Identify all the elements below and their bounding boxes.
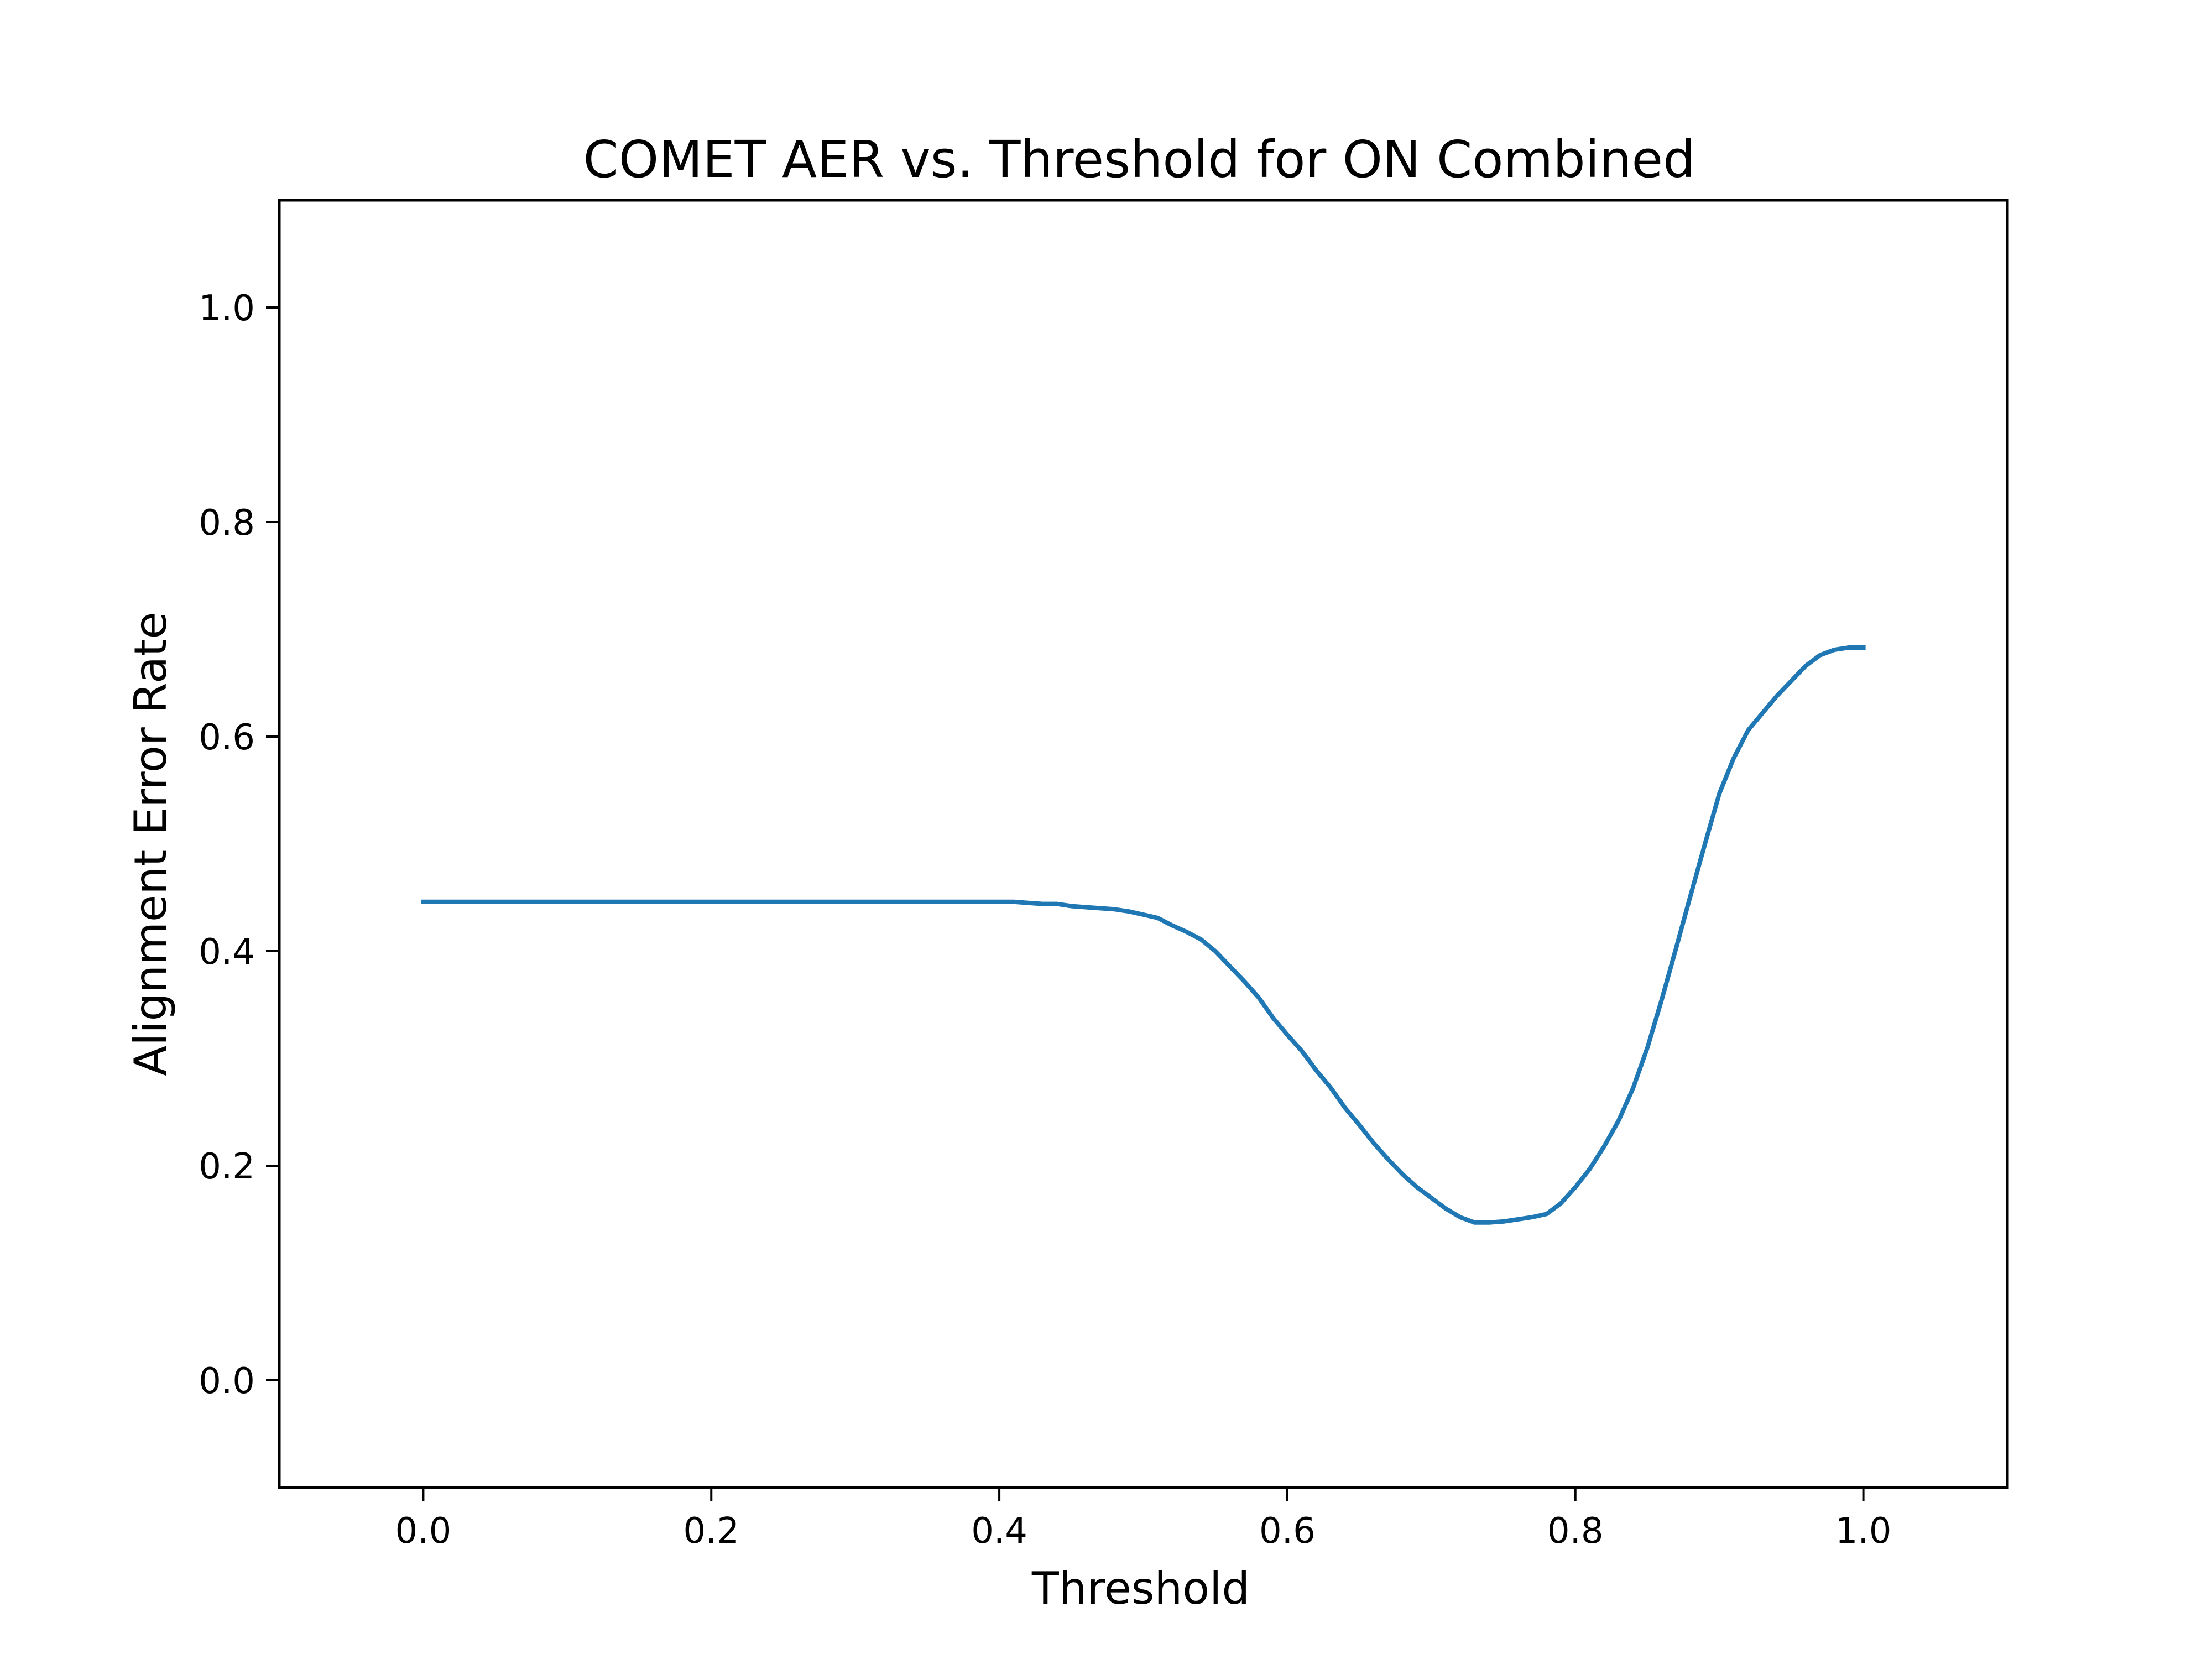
chart-title: COMET AER vs. Threshold for ON Combined bbox=[583, 130, 1695, 189]
y-tick-label: 0.2 bbox=[199, 1146, 255, 1187]
x-tick-label: 0.8 bbox=[1547, 1511, 1604, 1552]
aer-series-line bbox=[421, 645, 1866, 1225]
y-tick-label: 0.8 bbox=[199, 503, 255, 544]
x-axis-label: Threshold bbox=[1031, 1563, 1250, 1614]
axes-frame bbox=[278, 199, 2009, 1489]
y-tick-label: 0.4 bbox=[199, 932, 255, 973]
y-tick-label: 0.6 bbox=[199, 717, 255, 758]
y-tick-label: 1.0 bbox=[199, 288, 255, 329]
x-tick-label: 0.6 bbox=[1259, 1511, 1316, 1552]
y-tick-label: 0.0 bbox=[199, 1361, 255, 1402]
x-tick-label: 0.0 bbox=[395, 1511, 452, 1552]
y-axis-label: Alignment Error Rate bbox=[125, 612, 176, 1076]
plot-area bbox=[421, 645, 1866, 1225]
x-tick-label: 1.0 bbox=[1835, 1511, 1892, 1552]
x-tick-label: 0.2 bbox=[683, 1511, 739, 1552]
x-tick-label: 0.4 bbox=[971, 1511, 1027, 1552]
